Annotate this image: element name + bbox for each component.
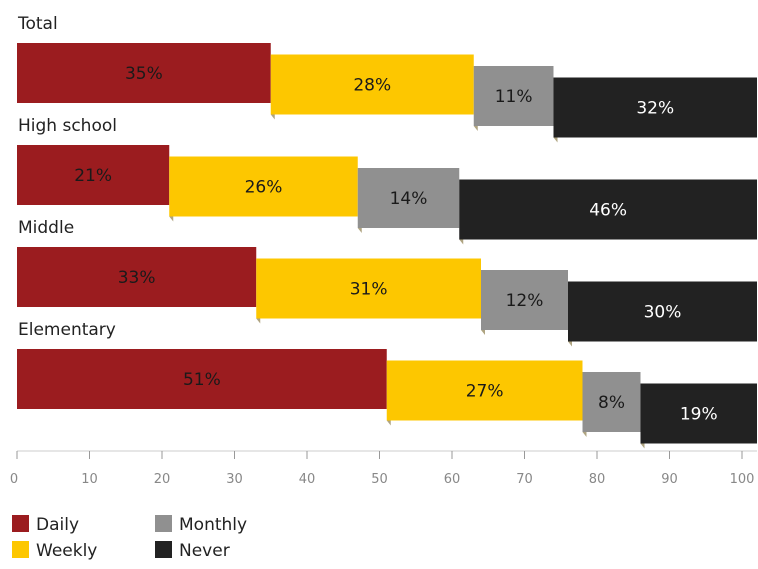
bar-monthly-elementary xyxy=(582,372,641,432)
legend-swatch xyxy=(155,541,172,558)
bar-never-elementary xyxy=(640,383,757,444)
bar-shadow xyxy=(386,420,391,426)
bar-shadow xyxy=(270,114,275,120)
legend-label: Never xyxy=(179,541,230,561)
legend-item-monthly: Monthly xyxy=(155,515,247,535)
bar-shadow xyxy=(473,126,478,131)
x-tick-label: 10 xyxy=(81,472,98,487)
bar-weekly-high-school xyxy=(169,156,358,217)
legend-label: Weekly xyxy=(36,541,97,561)
category-label: Elementary xyxy=(18,320,116,340)
data-label: 12% xyxy=(506,291,544,311)
bar-never-middle xyxy=(568,281,757,342)
category-label: Total xyxy=(17,14,58,34)
data-label: 14% xyxy=(390,189,428,209)
data-label: 21% xyxy=(74,166,112,186)
bar-shadow xyxy=(568,341,572,347)
x-tick-label: 90 xyxy=(661,472,678,487)
data-label: 19% xyxy=(680,405,718,425)
legend-swatch xyxy=(12,541,29,558)
x-tick-label: 40 xyxy=(299,472,316,487)
category-label: High school xyxy=(18,116,117,136)
category-label: Middle xyxy=(18,218,74,238)
x-tick-label: 30 xyxy=(226,472,243,487)
bar-daily-total xyxy=(17,43,271,103)
bar-shadow xyxy=(582,432,587,437)
bar-daily-elementary xyxy=(17,349,387,409)
bar-monthly-high-school xyxy=(357,168,460,228)
bar-weekly-total xyxy=(270,54,474,115)
legend-swatch xyxy=(155,515,172,532)
bar-monthly-middle xyxy=(481,270,568,330)
legend-label: Daily xyxy=(36,515,79,535)
x-tick-label: 50 xyxy=(371,472,388,487)
bar-shadow xyxy=(169,216,174,222)
x-tick-label: 20 xyxy=(154,472,171,487)
x-tick-label: 80 xyxy=(589,472,606,487)
data-label: 51% xyxy=(183,370,221,390)
legend-item-weekly: Weekly xyxy=(12,541,97,561)
bar-group-total: Total 35% 28% 11% 32% xyxy=(17,14,757,143)
data-label: 33% xyxy=(118,268,156,288)
legend-swatch xyxy=(12,515,29,532)
bar-never-total xyxy=(553,77,757,138)
legend: Daily Weekly Monthly Never xyxy=(12,515,247,561)
data-label: 26% xyxy=(245,178,283,198)
bar-never-high-school xyxy=(459,179,757,240)
data-label: 31% xyxy=(350,280,388,300)
bar-shadow xyxy=(640,443,645,449)
x-tick-label: 70 xyxy=(516,472,533,487)
bar-shadow xyxy=(357,228,362,233)
legend-item-never: Never xyxy=(155,541,230,561)
bar-group-middle: Middle 33% 31% 12% 30% xyxy=(17,218,757,347)
x-tick-label: 100 xyxy=(730,472,755,487)
data-label: 30% xyxy=(644,303,682,323)
bar-shadow xyxy=(256,318,261,324)
bar-shadow xyxy=(481,330,485,335)
bar-shadow xyxy=(459,239,464,245)
bar-group-elementary: Elementary 51% 27% 8% 19% xyxy=(17,320,757,449)
x-tick-label: 60 xyxy=(444,472,461,487)
data-label: 27% xyxy=(466,382,504,402)
x-axis: 0 10 20 30 40 50 60 70 80 90 100 xyxy=(10,450,757,487)
x-tick-label: 0 xyxy=(10,472,18,487)
data-label: 46% xyxy=(589,201,627,221)
bar-daily-middle xyxy=(17,247,257,307)
legend-item-daily: Daily xyxy=(12,515,79,535)
bar-weekly-elementary xyxy=(386,360,583,421)
bars-layer: Total 35% 28% 11% 32% High school 21% 26% 14% 46%… xyxy=(17,14,757,449)
bar-monthly-total xyxy=(473,66,554,126)
data-label: 32% xyxy=(636,99,674,119)
data-label: 8% xyxy=(598,393,625,413)
data-label: 11% xyxy=(495,87,533,107)
data-label: 35% xyxy=(125,64,163,84)
bar-group-high-school: High school 21% 26% 14% 46% xyxy=(17,116,757,245)
bar-shadow xyxy=(553,137,558,143)
bar-weekly-middle xyxy=(256,258,481,319)
bar-daily-high-school xyxy=(17,145,170,205)
data-label: 28% xyxy=(353,76,391,96)
legend-label: Monthly xyxy=(179,515,247,535)
